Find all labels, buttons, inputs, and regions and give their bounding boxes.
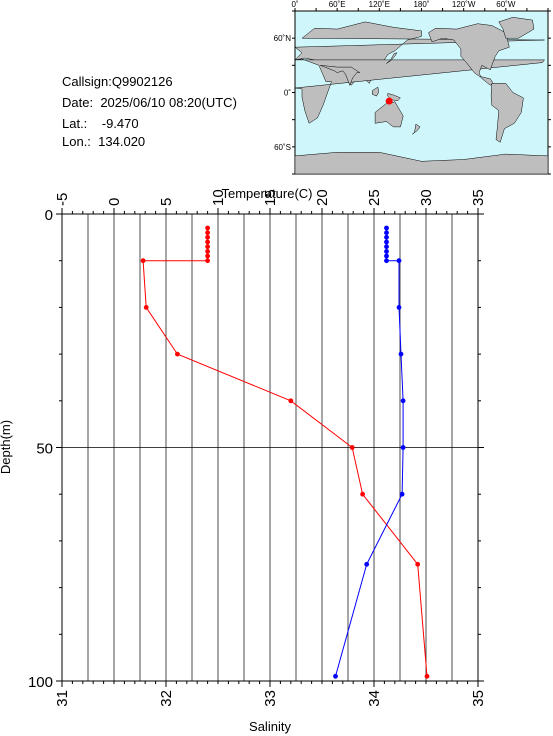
temperature-profile-line xyxy=(142,228,428,677)
lon-value: 134.020 xyxy=(98,134,146,149)
map-frame-ticks xyxy=(292,8,551,175)
callsign-label: Callsign: xyxy=(62,74,112,89)
map-lon-label: 180˚ xyxy=(413,0,429,9)
salinity-tick-labels: 31 32 33 34 35 xyxy=(54,690,487,707)
callsign-text: Callsign:Q9902126 xyxy=(62,74,173,90)
salinity-data-point xyxy=(384,225,389,231)
map-top-labels: 0˚ 60˚E 120˚E 180˚ 120˚W 60˚W xyxy=(291,0,515,9)
salinity-data-point xyxy=(333,673,338,679)
lat-value: -9.470 xyxy=(101,116,139,131)
map-land xyxy=(294,17,549,175)
salinity-tick-label: 31 xyxy=(54,690,71,707)
temperature-data-point xyxy=(140,258,146,264)
map-lon-label: 60˚W xyxy=(496,0,516,9)
lon-label: Lon.: xyxy=(62,134,91,149)
salinity-data-point xyxy=(399,491,405,497)
temperature-data-point xyxy=(205,230,211,236)
temperature-tick-label: 20 xyxy=(314,189,331,206)
temperature-data-point xyxy=(205,234,211,240)
map-lat-label: 60˚N xyxy=(274,34,292,43)
salinity-data-point xyxy=(384,258,389,264)
depth-tick-label: 100 xyxy=(28,674,53,691)
map-land-borneo-newguinea xyxy=(372,86,379,97)
latitude-text: Lat.: -9.470 xyxy=(62,116,139,132)
temperature-data-point xyxy=(424,673,430,679)
depth-tick-label: 0 xyxy=(45,207,53,224)
temperature-tick-label: -5 xyxy=(54,193,71,206)
date-text: Date: 2025/06/10 08:20(UTC) xyxy=(62,95,237,111)
temperature-data-point xyxy=(143,305,149,310)
map-land-nz xyxy=(412,123,421,135)
salinity-data-point xyxy=(384,249,389,254)
date-label: Date: xyxy=(62,95,94,110)
lat-label: Lat.: xyxy=(62,116,88,131)
depth-tick-labels: 0 50 100 xyxy=(28,207,53,691)
temperature-tick-label: 0 xyxy=(106,198,123,206)
salinity-data-point xyxy=(384,253,389,259)
temperature-tick-label: 35 xyxy=(470,189,487,206)
map-land-south-america xyxy=(490,83,524,143)
salinity-tick-label: 32 xyxy=(158,690,175,707)
map-land-africa xyxy=(294,58,546,124)
temperature-data-point xyxy=(349,445,355,450)
temperature-data-point xyxy=(175,351,180,357)
depth-axis-title: Depth(m) xyxy=(0,420,13,474)
salinity-data-point xyxy=(400,445,406,450)
map-land-greenland xyxy=(498,17,535,39)
temperature-tick-label: 5 xyxy=(158,198,175,206)
map-land-arabia-india xyxy=(320,65,361,86)
temperature-tick-labels: -5 0 5 10 15 20 25 30 35 xyxy=(54,189,487,206)
salinity-data-point xyxy=(384,230,389,236)
temperature-data-point xyxy=(205,249,211,254)
depth-tick-label: 50 xyxy=(36,441,53,458)
salinity-data-point xyxy=(384,244,389,250)
map-lat-label: 60˚S xyxy=(274,143,291,152)
temperature-data-point xyxy=(205,258,211,264)
salinity-data-point xyxy=(398,351,404,357)
callsign-value: Q9902126 xyxy=(111,74,173,89)
station-marker-dot xyxy=(385,97,393,105)
temperature-data-point xyxy=(205,225,211,231)
salinity-data-point xyxy=(396,305,402,310)
chart-ticks xyxy=(56,208,484,687)
salinity-data-point xyxy=(396,258,402,264)
temperature-data-point xyxy=(205,239,211,245)
station-marker xyxy=(385,97,393,105)
map-lon-label: 60˚E xyxy=(329,0,346,9)
salinity-tick-label: 33 xyxy=(262,690,279,707)
temperature-axis-title: Temperature(C) xyxy=(221,186,312,201)
temperature-tick-label: 25 xyxy=(366,189,383,206)
map-land-japan xyxy=(386,52,398,64)
map-land-antarctica xyxy=(294,152,549,175)
salinity-axis-title: Salinity xyxy=(249,719,291,734)
temperature-data-point xyxy=(288,398,294,404)
map-land-north-america xyxy=(428,23,510,86)
temperature-tick-label: 10 xyxy=(210,189,227,206)
temperature-tick-label: 30 xyxy=(418,189,435,206)
series-layer xyxy=(140,225,430,679)
salinity-tick-label: 34 xyxy=(366,690,383,707)
longitude-text: Lon.: 134.020 xyxy=(62,134,145,150)
map-left-labels: 60˚N 0˚ 60˚S xyxy=(274,34,292,152)
salinity-data-point xyxy=(384,234,389,240)
salinity-data-point xyxy=(400,398,406,404)
salinity-data-point xyxy=(384,239,389,245)
temperature-data-point xyxy=(360,491,365,497)
temperature-tick-label: 15 xyxy=(262,189,279,206)
temperature-data-point xyxy=(205,244,211,250)
date-value: 2025/06/10 08:20(UTC) xyxy=(100,95,237,110)
temperature-data-point xyxy=(415,561,421,567)
map-lon-label: 0˚ xyxy=(291,0,298,9)
temperature-data-point xyxy=(205,253,211,259)
map-lon-label: 120˚W xyxy=(452,0,476,9)
salinity-data-point xyxy=(364,561,370,567)
salinity-profile-line xyxy=(335,228,404,677)
map-lat-label: 0˚ xyxy=(284,89,291,98)
map-lon-label: 120˚E xyxy=(369,0,390,9)
chart-grid xyxy=(61,214,479,681)
salinity-tick-label: 35 xyxy=(470,690,487,707)
